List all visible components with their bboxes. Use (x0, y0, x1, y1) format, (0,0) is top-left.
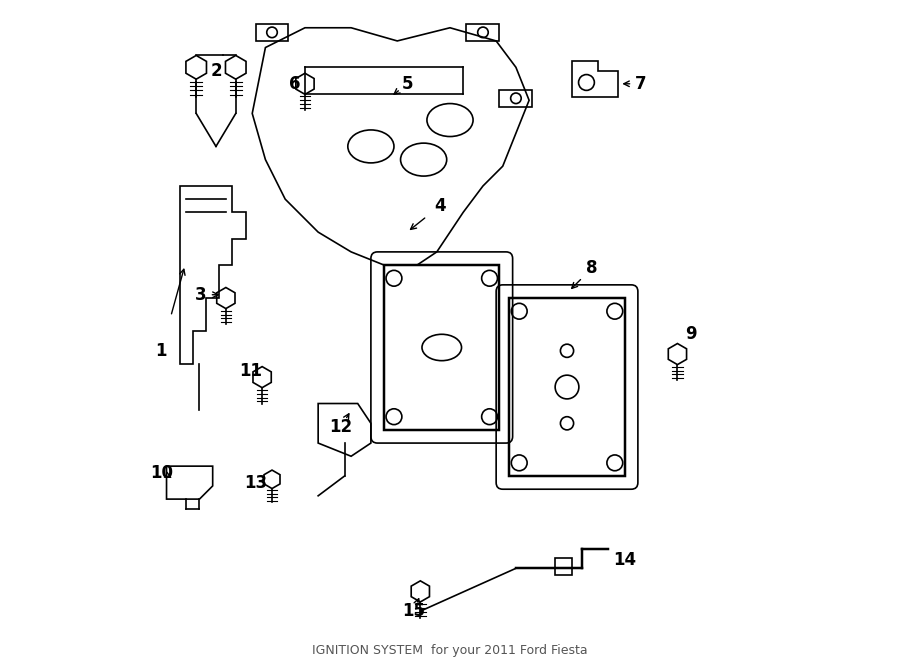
Text: 8: 8 (586, 260, 598, 277)
Text: 3: 3 (195, 286, 207, 304)
Text: 2: 2 (211, 62, 221, 79)
Text: 13: 13 (244, 473, 267, 492)
Text: IGNITION SYSTEM  for your 2011 Ford Fiesta: IGNITION SYSTEM for your 2011 Ford Fiest… (312, 644, 588, 657)
Bar (509, 298, 625, 476)
Text: 9: 9 (685, 325, 697, 344)
Text: 10: 10 (150, 464, 174, 482)
Text: 14: 14 (613, 551, 636, 569)
Text: 6: 6 (289, 75, 301, 93)
Bar (555, 559, 572, 575)
Text: 1: 1 (156, 342, 167, 359)
Bar (384, 265, 500, 430)
Text: 11: 11 (239, 361, 263, 379)
Text: 12: 12 (329, 418, 353, 436)
Text: 7: 7 (635, 75, 647, 93)
Text: 4: 4 (435, 197, 446, 214)
Text: 15: 15 (402, 602, 425, 620)
Text: 5: 5 (401, 75, 413, 93)
